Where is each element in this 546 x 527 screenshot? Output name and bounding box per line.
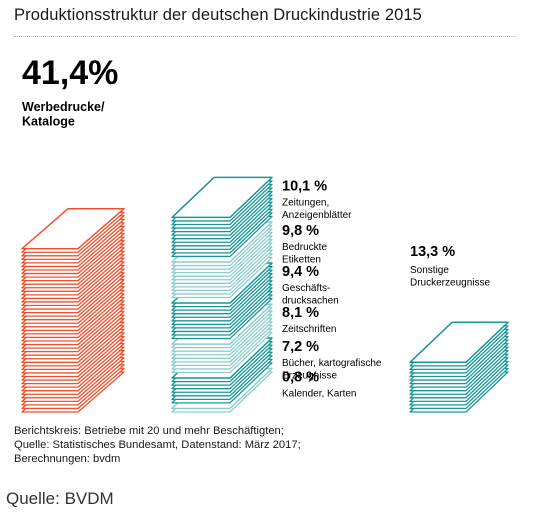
stack-segment xyxy=(171,176,273,258)
segment-value: 7,2 % xyxy=(282,339,319,355)
segment-value: 8,1 % xyxy=(282,305,319,321)
segment-label: Sonstige xyxy=(410,265,449,276)
stack-sonstige xyxy=(409,321,509,413)
segment-value: 9,8 % xyxy=(282,223,319,239)
segment-value: 41,4% xyxy=(22,54,118,92)
segment-label: Werbedrucke/ xyxy=(22,100,105,114)
segment-label: Zeitschriften xyxy=(282,324,336,335)
segment-label: drucksachen xyxy=(282,296,339,307)
chart-title: Produktionsstruktur der deutschen Drucki… xyxy=(14,6,422,24)
stack-werbedrucke xyxy=(21,207,125,413)
stack-segment xyxy=(171,221,273,299)
segment-value: 10,1 % xyxy=(282,178,327,194)
segment-label: Bücher, kartografische xyxy=(282,358,382,369)
segment-label: Anzeigenblätter xyxy=(282,210,352,221)
segment-label: Zeitungen, xyxy=(282,197,329,208)
segment-value: 13,3 % xyxy=(410,244,455,260)
segment-label: Erzeugnisse xyxy=(282,371,337,382)
paper-sheet xyxy=(21,207,125,250)
segment-value: 0,8 % xyxy=(282,369,319,385)
footnote-line: Berechnungen: bvdm xyxy=(14,453,121,465)
segment-label: Druckerzeugnisse xyxy=(410,278,490,289)
footnote: Berichtskreis: Betriebe mit 20 und mehr … xyxy=(14,424,301,466)
segment-label: Kataloge xyxy=(22,115,75,129)
footnote-line: Berichtskreis: Betriebe mit 20 und mehr … xyxy=(14,425,284,437)
segment-label: Etiketten xyxy=(282,255,321,266)
segment-value: 9,4 % xyxy=(282,264,319,280)
paper-sheet xyxy=(171,176,273,219)
paper-sheet xyxy=(409,321,509,364)
footnote-line: Quelle: Statistisches Bundesamt, Datenst… xyxy=(14,439,301,451)
segment-label: Kalender, Karten xyxy=(282,388,357,399)
segment-label: Bedruckte xyxy=(282,242,327,253)
title-divider xyxy=(14,36,516,37)
source-caption: Quelle: BVDM xyxy=(6,489,114,508)
segment-label: Geschäfts- xyxy=(282,283,330,294)
